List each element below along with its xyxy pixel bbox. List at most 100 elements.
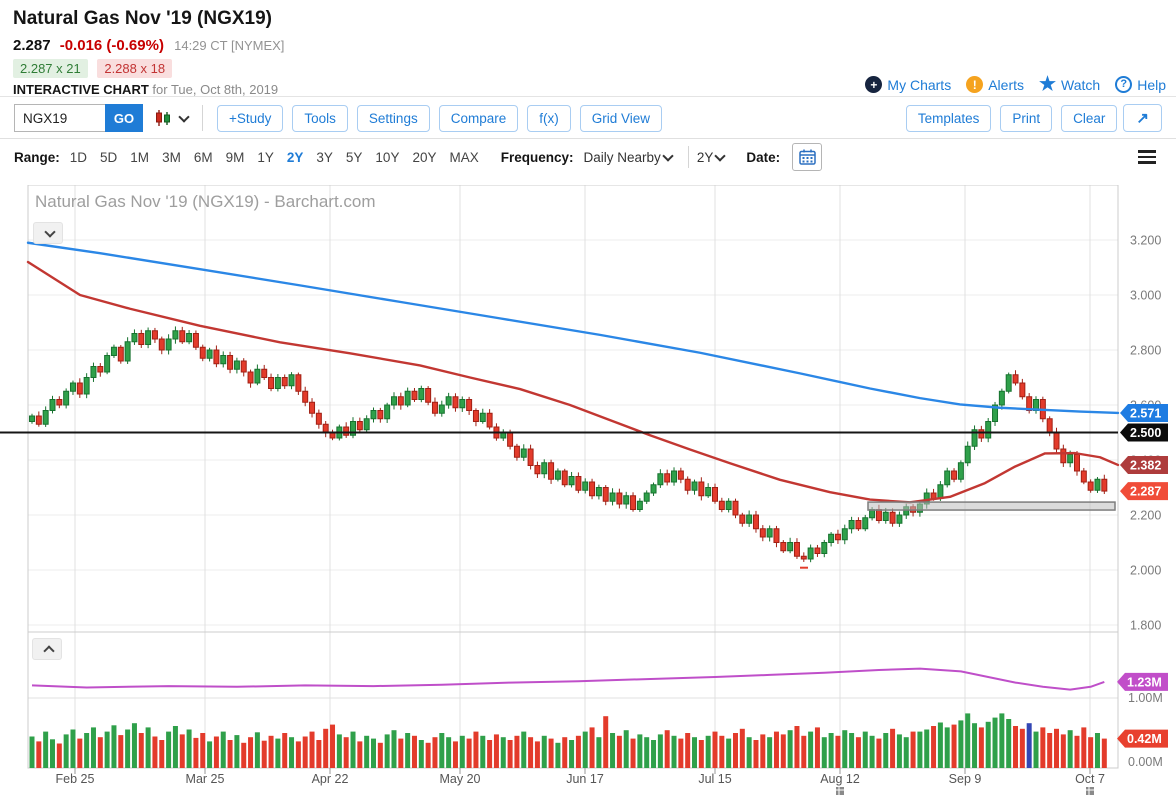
candle-body: [295, 374, 302, 392]
candle-body: [752, 514, 759, 530]
contract-marker-icon: [836, 787, 844, 795]
collapse-main-panel-button[interactable]: [33, 222, 63, 244]
period-dropdown[interactable]: 2Y: [697, 150, 726, 165]
candle-body: [821, 542, 828, 554]
chevron-down-icon: [714, 150, 726, 163]
header-link-label: My Charts: [887, 76, 952, 93]
range-option-1d[interactable]: 1D: [69, 149, 88, 165]
range-option-20y[interactable]: 20Y: [412, 149, 437, 165]
candle-body: [76, 382, 83, 395]
volume-bar: [172, 726, 178, 768]
quote-header: Natural Gas Nov '19 (NGX19) 2.287 -0.016…: [0, 0, 1176, 97]
candle-body: [1080, 470, 1087, 483]
volume-bar: [487, 740, 493, 768]
header-link-alerts[interactable]: ! Alerts: [966, 76, 1024, 93]
candle-body: [1067, 454, 1074, 464]
bid-quote: 2.287 x 21: [13, 59, 88, 78]
volume-bar: [186, 729, 192, 768]
candle-body: [479, 412, 486, 422]
volume-bar: [931, 726, 937, 768]
candle-body: [582, 481, 589, 491]
volume-bar: [84, 733, 90, 768]
x-axis-label: Aug 12: [820, 772, 860, 786]
candle-body: [452, 396, 459, 409]
help-icon: ?: [1115, 76, 1133, 93]
chart-type-selector[interactable]: [155, 109, 190, 127]
volume-bar: [801, 735, 807, 768]
ma-long-line: [26, 241, 1120, 415]
volume-bar: [814, 727, 820, 768]
volume-bar: [767, 737, 773, 768]
volume-bar: [411, 735, 417, 768]
y-axis-label: 2.200: [1130, 509, 1161, 523]
compare-button[interactable]: Compare: [438, 104, 519, 132]
price-chart-canvas[interactable]: 3.2003.0002.8002.6002.4002.2002.0001.800…: [0, 184, 1176, 795]
range-option-10y[interactable]: 10Y: [375, 149, 400, 165]
volume-bar: [1088, 737, 1094, 768]
volume-bar: [671, 735, 677, 768]
print-button[interactable]: Print: [1000, 104, 1053, 132]
grid-view-button[interactable]: Grid View: [579, 104, 663, 132]
volume-bar: [398, 738, 404, 768]
volume-bar: [343, 737, 349, 768]
f-x--button[interactable]: f(x): [527, 104, 571, 132]
range-option-5y[interactable]: 5Y: [345, 149, 363, 165]
symbol-input[interactable]: [14, 104, 105, 132]
candle-body: [315, 412, 322, 425]
range-option-max[interactable]: MAX: [449, 149, 479, 165]
candle-body: [404, 390, 411, 406]
volume-bar: [965, 713, 971, 768]
candle-body: [90, 366, 97, 378]
candle-body: [63, 390, 70, 406]
-study-button[interactable]: +Study: [217, 104, 284, 132]
volume-bar: [698, 740, 704, 768]
candle-body: [138, 333, 145, 345]
chevron-down-icon: [178, 110, 190, 123]
candle-body: [377, 410, 384, 420]
volume-bar: [555, 742, 561, 768]
volume-bar: [903, 737, 909, 768]
range-option-5d[interactable]: 5D: [100, 149, 118, 165]
x-axis-label: Jul 15: [698, 772, 731, 786]
settings-button[interactable]: Settings: [356, 104, 430, 132]
candle-body: [390, 396, 397, 406]
candle-body: [1087, 481, 1094, 491]
candle-body: [732, 500, 739, 516]
candle-body: [350, 421, 357, 436]
volume-bar: [1013, 726, 1019, 768]
date-picker-button[interactable]: [792, 143, 823, 171]
header-link-help[interactable]: ? Help: [1115, 76, 1166, 93]
volume-bar: [808, 731, 814, 768]
tools-button[interactable]: Tools: [292, 104, 348, 132]
volume-bar: [63, 734, 69, 768]
range-option-3y[interactable]: 3Y: [316, 149, 333, 165]
header-link-my-charts[interactable]: + My Charts: [865, 76, 951, 93]
menu-icon[interactable]: [1138, 147, 1162, 167]
volume-bar: [391, 730, 397, 768]
candle-body: [384, 404, 391, 420]
chart-watermark-title: Natural Gas Nov '19 (NGX19) - Barchart.c…: [35, 192, 376, 211]
candle-body: [848, 520, 855, 530]
range-option-6m[interactable]: 6M: [193, 149, 213, 165]
candle-body: [1060, 448, 1067, 464]
expand-sub-panel-button[interactable]: [32, 638, 62, 660]
range-option-9m[interactable]: 9M: [225, 149, 245, 165]
frequency-dropdown[interactable]: Daily Nearby: [584, 150, 674, 165]
candle-body: [268, 377, 275, 389]
expand-chart-button[interactable]: ↗: [1123, 104, 1162, 132]
volume-bar: [610, 733, 616, 768]
header-link-watch[interactable]: ★ Watch: [1039, 75, 1100, 94]
templates-button[interactable]: Templates: [905, 104, 992, 132]
candle-body: [780, 542, 787, 552]
candle-body: [554, 470, 561, 480]
go-button[interactable]: GO: [105, 104, 143, 132]
range-option-1m[interactable]: 1M: [130, 149, 150, 165]
clear-button[interactable]: Clear: [1061, 104, 1118, 132]
candle-body: [650, 484, 657, 494]
candle-body: [875, 509, 882, 521]
range-option-3m[interactable]: 3M: [162, 149, 181, 165]
chart-area[interactable]: 3.2003.0002.8002.6002.4002.2002.0001.800…: [0, 184, 1176, 795]
range-option-2y[interactable]: 2Y: [286, 149, 304, 165]
range-option-1y[interactable]: 1Y: [257, 149, 274, 165]
candle-body: [288, 374, 295, 387]
